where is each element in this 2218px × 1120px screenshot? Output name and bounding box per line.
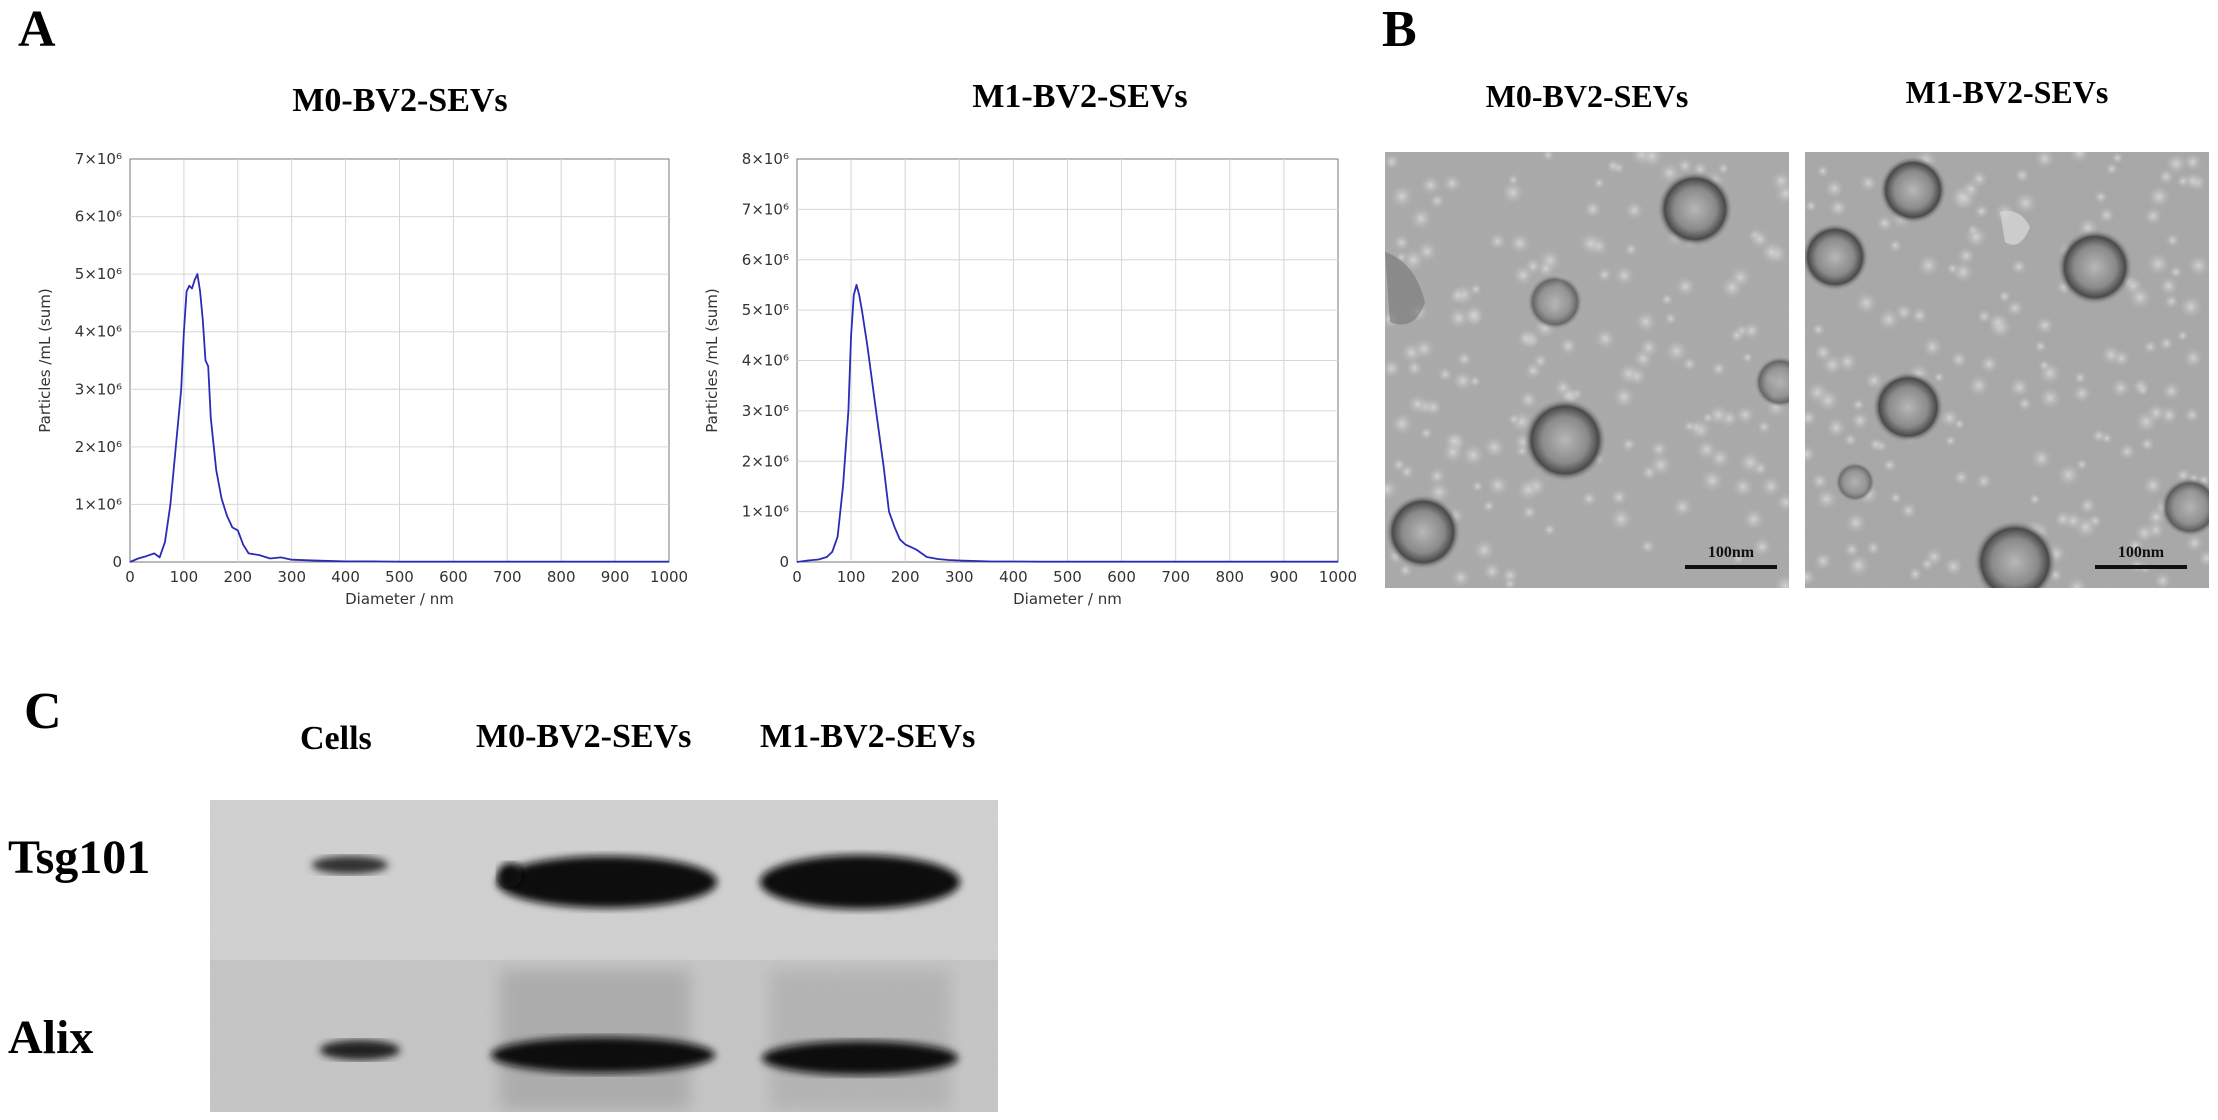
y-tick-label: 1×10⁶ xyxy=(742,503,789,521)
panel-label-c: C xyxy=(24,683,62,740)
y-tick-label: 0 xyxy=(779,553,789,571)
lane-label-m1: M1-BV2-SEVs xyxy=(760,718,976,755)
x-tick-label: 0 xyxy=(792,568,802,586)
nta-chart-m0: 0 100 200 300 400 500 600 700 800 900 1000 0 1×10⁶ 2×… xyxy=(36,150,688,608)
x-tick-label: 600 xyxy=(439,568,468,586)
panel-label-b: B xyxy=(1382,1,1417,58)
y-tick-label: 3×10⁶ xyxy=(75,380,122,398)
band-tsg101-m1 xyxy=(760,855,960,909)
y-tick-label: 2×10⁶ xyxy=(75,438,122,456)
y-tick-label: 2×10⁶ xyxy=(742,452,789,470)
chart-title-m0: M0-BV2-SEVs xyxy=(292,82,508,119)
x-tick-label: 400 xyxy=(331,568,360,586)
x-tick-label: 900 xyxy=(1270,568,1299,586)
x-tick-label: 900 xyxy=(601,568,630,586)
band-alix-m1 xyxy=(762,1041,958,1075)
y-tick-label: 8×10⁶ xyxy=(742,150,789,168)
band-tsg101-cells xyxy=(312,856,388,874)
em-title-m1: M1-BV2-SEVs xyxy=(1905,74,2109,110)
x-tick-label: 500 xyxy=(1053,568,1082,586)
x-tick-label: 600 xyxy=(1107,568,1136,586)
y-tick-label: 1×10⁶ xyxy=(75,495,122,513)
x-tick-label: 1000 xyxy=(1319,568,1357,586)
x-tick-label: 300 xyxy=(277,568,306,586)
x-tick-label: 1000 xyxy=(650,568,688,586)
lane-label-m0: M0-BV2-SEVs xyxy=(476,718,692,755)
row-label-alix: Alix xyxy=(8,1011,94,1064)
band-alix-m0 xyxy=(491,1037,715,1073)
band-alix-cells xyxy=(320,1040,400,1060)
x-tick-label: 0 xyxy=(125,568,135,586)
western-blot-image xyxy=(210,800,998,1112)
x-tick-label: 800 xyxy=(1215,568,1244,586)
y-tick-label: 5×10⁶ xyxy=(75,265,122,283)
y-tick-label: 3×10⁶ xyxy=(742,402,789,420)
x-tick-label: 100 xyxy=(837,568,866,586)
em-title-m0: M0-BV2-SEVs xyxy=(1485,78,1689,114)
nta-chart-m1: 0 100 200 300 400 500 600 700 800 900 1000 0 1×10⁶ 2×… xyxy=(703,150,1357,608)
x-tick-label: 200 xyxy=(891,568,920,586)
x-tick-label: 800 xyxy=(547,568,576,586)
x-tick-label: 700 xyxy=(493,568,522,586)
y-tick-label: 4×10⁶ xyxy=(742,352,789,370)
x-tick-label: 400 xyxy=(999,568,1028,586)
y-tick-label: 6×10⁶ xyxy=(75,208,122,226)
band-tsg101-m0 xyxy=(497,856,717,908)
chart-title-m1: M1-BV2-SEVs xyxy=(972,78,1188,115)
y-tick-label: 4×10⁶ xyxy=(75,323,122,341)
x-axis-label: Diameter / nm xyxy=(1013,590,1122,608)
row-label-tsg101: Tsg101 xyxy=(8,831,151,884)
scale-bar-label-m1: 100nm xyxy=(2118,544,2165,561)
series-line xyxy=(129,273,669,563)
x-tick-label: 500 xyxy=(385,568,414,586)
x-tick-label: 200 xyxy=(223,568,252,586)
y-tick-label: 7×10⁶ xyxy=(75,150,122,168)
em-image-m1: 100nm xyxy=(1805,152,2209,588)
lane-label-cells: Cells xyxy=(300,720,372,757)
em-image-m0: 100nm xyxy=(1385,152,1789,588)
panel-label-a: A xyxy=(18,1,56,58)
y-tick-label: 6×10⁶ xyxy=(742,251,789,269)
y-axis-label: Particles /mL (sum) xyxy=(36,288,54,432)
y-tick-label: 0 xyxy=(112,553,122,571)
x-tick-label: 700 xyxy=(1161,568,1190,586)
x-axis-label: Diameter / nm xyxy=(345,590,454,608)
y-axis-label: Particles /mL (sum) xyxy=(703,288,721,432)
x-tick-label: 300 xyxy=(945,568,974,586)
y-tick-label: 7×10⁶ xyxy=(742,200,789,218)
x-tick-label: 100 xyxy=(170,568,199,586)
y-tick-label: 5×10⁶ xyxy=(742,301,789,319)
series-line xyxy=(796,283,1338,563)
scale-bar-label-m0: 100nm xyxy=(1708,544,1755,561)
